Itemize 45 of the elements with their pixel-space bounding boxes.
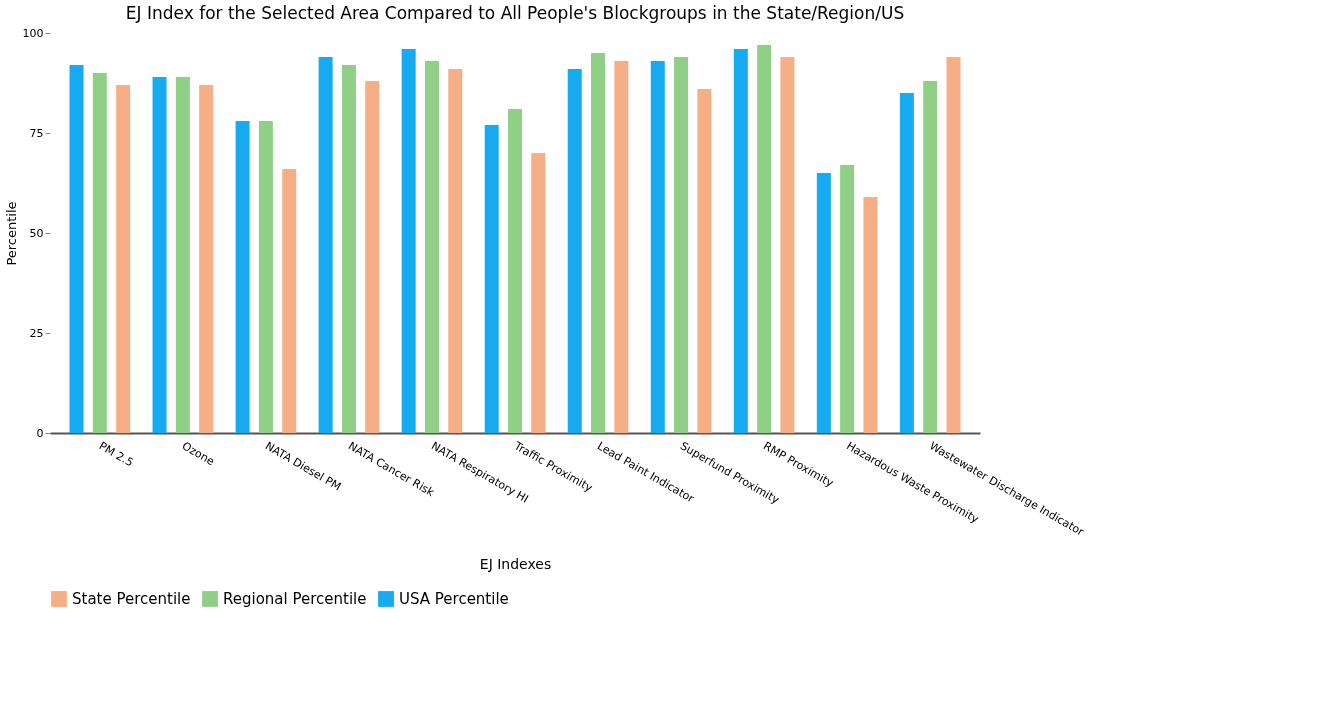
bar	[69, 65, 84, 433]
bar	[448, 69, 463, 433]
bar	[318, 57, 333, 433]
y-tick-label: 100	[22, 26, 44, 40]
bar	[650, 61, 665, 433]
bar	[341, 65, 356, 433]
bar	[840, 165, 855, 433]
bar	[614, 61, 629, 433]
bar	[282, 169, 297, 433]
bar	[116, 85, 131, 433]
bar	[757, 45, 772, 433]
bar	[899, 93, 914, 433]
bar	[591, 53, 606, 433]
chart-title: EJ Index for the Selected Area Compared to All People's Blockgroups in the State/Region/US	[125, 3, 905, 23]
bar	[508, 109, 522, 433]
bar	[674, 57, 689, 433]
bar	[152, 77, 167, 433]
bar	[863, 197, 878, 433]
bar	[365, 81, 380, 433]
y-tick-label: 75	[29, 126, 44, 140]
y-axis-title: Percentile	[3, 201, 19, 266]
legend-label: Regional Percentile	[223, 590, 367, 608]
bar	[235, 121, 250, 433]
bar	[401, 49, 416, 433]
bar	[424, 61, 439, 433]
y-tick-label: 25	[29, 326, 44, 340]
bar	[484, 125, 499, 433]
bar	[816, 173, 831, 433]
y-tick-label: 50	[29, 226, 44, 240]
legend-label: State Percentile	[72, 590, 191, 608]
bar	[733, 49, 748, 433]
x-axis-title: EJ Indexes	[479, 555, 552, 572]
bar	[567, 69, 582, 433]
bar	[175, 77, 190, 433]
bar	[258, 121, 273, 433]
bar	[697, 89, 712, 433]
bar	[92, 73, 107, 433]
bar	[946, 57, 961, 433]
bar	[531, 153, 546, 433]
y-tick-label: 0	[36, 426, 44, 440]
bar	[780, 57, 795, 433]
bar	[923, 81, 938, 433]
legend-label: USA Percentile	[399, 590, 509, 608]
x-tick-label: PM 2.5	[96, 439, 136, 470]
bar	[199, 85, 214, 433]
